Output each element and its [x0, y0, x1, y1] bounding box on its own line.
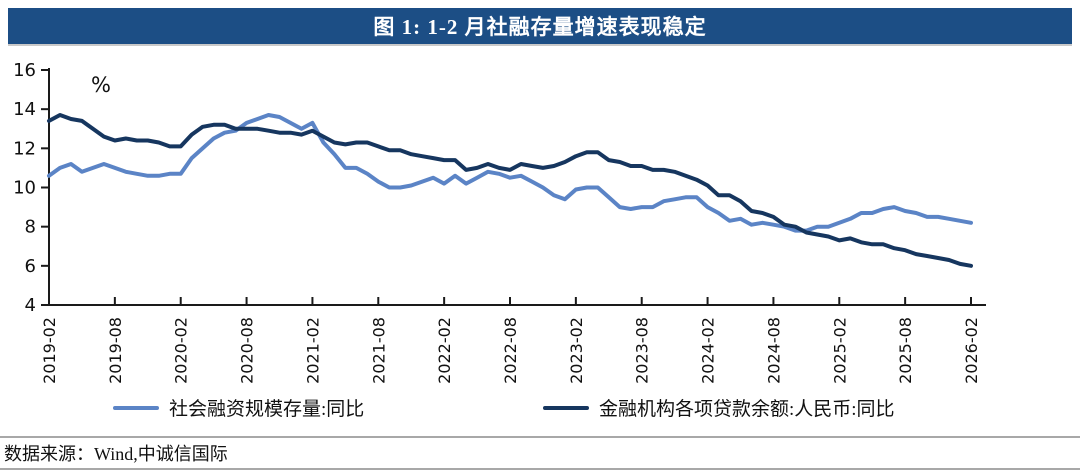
svg-text:2025-02: 2025-02 — [830, 317, 849, 384]
legend-label: 金融机构各项贷款余额:人民币:同比 — [599, 399, 895, 420]
svg-text:2023-08: 2023-08 — [633, 317, 652, 384]
svg-text:2019-02: 2019-02 — [40, 317, 59, 384]
data-source-row: 数据来源：Wind,中诚信国际 — [0, 436, 1080, 470]
svg-text:2022-02: 2022-02 — [435, 317, 454, 384]
svg-text:6: 6 — [25, 256, 36, 277]
svg-text:2026-02: 2026-02 — [962, 317, 981, 384]
data-source-text: 数据来源：Wind,中诚信国际 — [4, 444, 228, 464]
figure-title: 图 1: 1-2 月社融存量增速表现稳定 — [373, 15, 707, 39]
svg-text:8: 8 — [25, 217, 36, 238]
line-chart: 4 6 8 10 12 14 16 2019-02 2019-08 2020-02 2020-08 2… — [0, 46, 1080, 391]
chart-svg: 4 6 8 10 12 14 16 2019-02 2019-08 2020-02 2020-08 2… — [13, 60, 986, 384]
svg-text:2023-02: 2023-02 — [567, 317, 586, 384]
svg-text:2021-02: 2021-02 — [303, 317, 322, 384]
dark-navy-line-swatch — [543, 405, 589, 410]
svg-text:4: 4 — [25, 295, 36, 316]
svg-text:2020-08: 2020-08 — [238, 317, 257, 384]
svg-text:%: % — [91, 73, 111, 97]
svg-text:2022-08: 2022-08 — [501, 317, 520, 384]
svg-text:14: 14 — [13, 99, 36, 120]
svg-text:2020-02: 2020-02 — [172, 317, 191, 384]
svg-text:10: 10 — [13, 178, 36, 199]
svg-text:16: 16 — [13, 60, 36, 81]
chart-legend: 社会融资规模存量:同比 金融机构各项贷款余额:人民币:同比 — [0, 394, 1080, 422]
light-blue-line-swatch — [113, 405, 159, 410]
legend-label: 社会融资规模存量:同比 — [169, 399, 365, 420]
svg-text:12: 12 — [13, 138, 36, 159]
svg-text:2019-08: 2019-08 — [106, 317, 125, 384]
legend-item-social-financing: 社会融资规模存量:同比 — [113, 394, 364, 421]
svg-text:2024-02: 2024-02 — [699, 317, 718, 384]
svg-text:2025-08: 2025-08 — [896, 317, 915, 384]
svg-text:2024-08: 2024-08 — [764, 317, 783, 384]
figure-title-bar: 图 1: 1-2 月社融存量增速表现稳定 — [8, 8, 1072, 46]
svg-text:2021-08: 2021-08 — [369, 317, 388, 384]
legend-item-loans: 金融机构各项贷款余额:人民币:同比 — [543, 394, 895, 421]
